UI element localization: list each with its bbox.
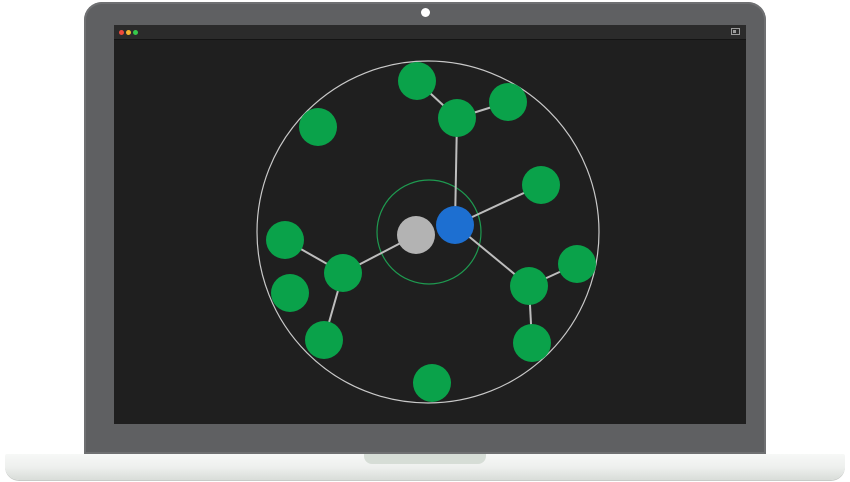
laptop-notch bbox=[364, 454, 486, 464]
node-n8[interactable] bbox=[305, 321, 343, 359]
maximize-window-icon[interactable] bbox=[133, 30, 138, 35]
node-blue-center[interactable] bbox=[436, 206, 474, 244]
inner-ring bbox=[376, 179, 482, 285]
node-n12[interactable] bbox=[513, 324, 551, 362]
close-window-icon[interactable] bbox=[119, 30, 124, 35]
node-n2[interactable] bbox=[438, 99, 476, 137]
node-n3[interactable] bbox=[489, 83, 527, 121]
node-gray-center[interactable] bbox=[397, 216, 435, 254]
window-layout-icon[interactable] bbox=[731, 28, 740, 35]
node-n4[interactable] bbox=[522, 166, 560, 204]
window-titlebar bbox=[114, 25, 746, 40]
node-n6[interactable] bbox=[324, 254, 362, 292]
node-n11[interactable] bbox=[558, 245, 596, 283]
screen bbox=[114, 25, 746, 424]
network-graph bbox=[256, 60, 600, 404]
node-n1[interactable] bbox=[398, 62, 436, 100]
minimize-window-icon[interactable] bbox=[126, 30, 131, 35]
outer-ring bbox=[256, 60, 600, 404]
node-n7[interactable] bbox=[299, 108, 337, 146]
node-n5[interactable] bbox=[266, 221, 304, 259]
nodes-layer bbox=[266, 62, 596, 402]
node-n10[interactable] bbox=[510, 267, 548, 305]
camera-icon bbox=[421, 8, 430, 17]
node-n13[interactable] bbox=[413, 364, 451, 402]
node-n9[interactable] bbox=[271, 274, 309, 312]
